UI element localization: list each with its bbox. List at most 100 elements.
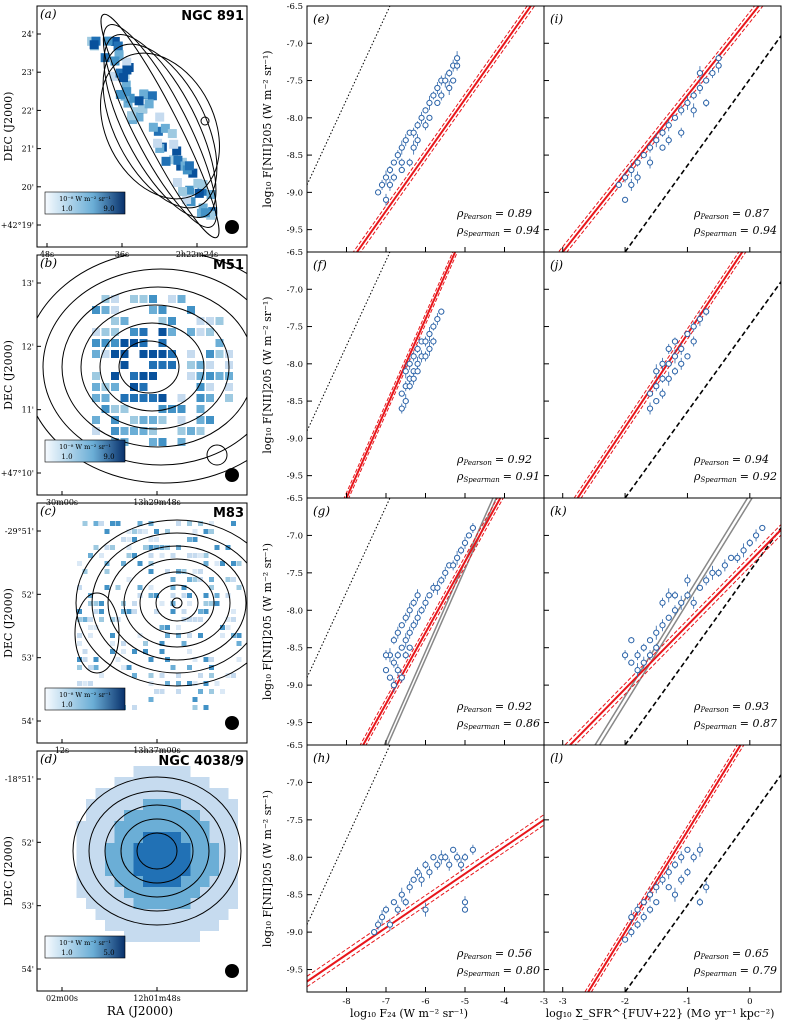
map-pixel [105, 887, 115, 898]
map-pixel [110, 56, 120, 66]
map-pixel [181, 920, 191, 931]
y-axis-label: log₁₀ F[NII]205 (W m⁻² sr⁻¹) [261, 790, 274, 947]
data-point [671, 338, 679, 345]
map-pixel [114, 810, 124, 821]
map-frame [36, 502, 248, 744]
y-tick-label: -8.5 [287, 397, 303, 407]
map-pixel [76, 843, 86, 854]
map-pixel [149, 427, 157, 435]
map-pixel [76, 832, 86, 843]
map-pixel [200, 821, 210, 832]
map-pixel [181, 609, 187, 614]
map-pixel [152, 810, 162, 821]
map-pixel [177, 405, 186, 413]
map-pixel [148, 673, 154, 678]
map-pixel [93, 521, 99, 526]
map-pixel [139, 394, 148, 402]
map-pixel [148, 697, 154, 702]
dec-tick-label: 54' [22, 717, 34, 726]
map-panel-a: 10⁻⁸ W m⁻² sr⁻¹ 1.0 9.0 (a) NGC 891 24' 23' 22'… [1, 5, 248, 259]
map-pixel [105, 843, 115, 854]
data-point [690, 338, 697, 345]
map-pixel [152, 854, 162, 865]
beam-marker [225, 468, 239, 482]
data-point [665, 137, 672, 144]
x-tick-label: -3 [559, 997, 567, 1007]
contour-line [123, 558, 231, 648]
data-point [386, 674, 394, 681]
mid-x-axis-label: log₁₀ F₂₄ (W m⁻² sr⁻¹) [350, 1007, 468, 1020]
map-pixel [158, 361, 167, 369]
y-axis-label: log₁₀ F[NII]205 (W m⁻² sr⁻¹) [261, 296, 274, 453]
data-point [406, 644, 413, 651]
map-pixel [228, 799, 238, 810]
map-pixel [196, 372, 205, 380]
map-pixel [130, 372, 138, 380]
map-pixel [196, 394, 205, 402]
map-pixel [176, 625, 181, 630]
data-point [671, 368, 679, 375]
map-pixel [159, 625, 165, 630]
map-pixel [105, 909, 115, 920]
map-pixel [152, 898, 162, 909]
plot-area [307, 498, 504, 745]
map-pixel [124, 854, 134, 865]
reference-dashed-line [624, 527, 781, 745]
map-pixel [77, 633, 82, 638]
y-tick-label: -6.5 [287, 494, 303, 504]
dec-tick-label: 20' [22, 183, 34, 192]
map-pixel [209, 585, 214, 590]
map-pixel [152, 931, 162, 942]
data-point [422, 107, 429, 114]
data-point [653, 397, 660, 405]
map-pixel [170, 577, 176, 582]
map-pixel [162, 788, 172, 799]
map-pixel [131, 107, 141, 117]
map-pixel [162, 920, 172, 931]
map-pixel [159, 649, 165, 654]
data-point [696, 584, 704, 591]
right-x-axis-label: log₁₀ Σ_SFR^{FUV+22} (M⊙ yr⁻¹ kpc⁻²) [546, 1007, 775, 1020]
map-pixel [181, 843, 191, 854]
map-pixel [148, 537, 154, 542]
map-pixel [209, 843, 219, 854]
data-point [634, 667, 641, 674]
y-tick-label: -8.0 [287, 853, 303, 863]
map-pixel [198, 617, 203, 622]
fit-line [561, 6, 761, 252]
map-pixel [176, 521, 181, 526]
map-pixel [139, 416, 148, 424]
data-point [390, 659, 397, 666]
map-pixel [93, 601, 99, 606]
data-point [426, 99, 433, 107]
map-pixel [181, 854, 191, 865]
map-pixel [122, 87, 132, 97]
map-pixel [203, 593, 209, 598]
data-point [628, 637, 635, 644]
data-point [378, 914, 386, 921]
map-pixel [190, 909, 200, 920]
data-point [671, 353, 679, 360]
map-pixel [130, 328, 138, 336]
data-point [382, 652, 390, 659]
map-pixel [93, 625, 99, 630]
data-point [646, 652, 654, 659]
map-pixel [133, 777, 143, 788]
panel-label: (k) [550, 504, 567, 518]
map-pixel [99, 673, 104, 678]
pearson-label: ρPearson = 0.56 [456, 947, 532, 961]
map-pixel [198, 521, 203, 526]
map-pixel [110, 36, 120, 46]
map-pixel [77, 657, 82, 662]
scatter-panel-j: (j) ρPearson = 0.94 ρSpearman = 0.92 [543, 251, 782, 499]
y-tick-label: -8.0 [287, 606, 303, 616]
map-pixel [152, 821, 162, 832]
map-pixel [203, 529, 209, 534]
map-pixel [82, 617, 88, 622]
map-pixel [178, 187, 188, 197]
dec-tick-label: 24' [22, 30, 34, 39]
data-point [410, 599, 417, 606]
map-pixel [143, 920, 153, 931]
data-point [430, 854, 437, 861]
map-pixel [114, 777, 124, 788]
